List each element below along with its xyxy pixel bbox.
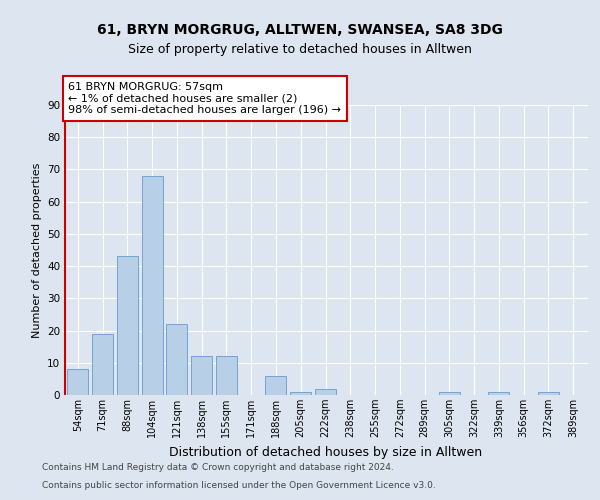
Bar [92,334,113,395]
Text: Contains public sector information licensed under the Open Government Licence v3: Contains public sector information licen… [42,481,436,490]
Bar [67,369,88,395]
Bar [117,256,138,395]
Bar [538,392,559,395]
Text: Contains HM Land Registry data © Crown copyright and database right 2024.: Contains HM Land Registry data © Crown c… [42,464,394,472]
Bar [191,356,212,395]
Y-axis label: Number of detached properties: Number of detached properties [32,162,41,338]
X-axis label: Distribution of detached houses by size in Alltwen: Distribution of detached houses by size … [169,446,482,458]
Bar [166,324,187,395]
Bar [439,392,460,395]
Bar [290,392,311,395]
Bar [265,376,286,395]
Bar [216,356,237,395]
Bar [142,176,163,395]
Text: 61 BRYN MORGRUG: 57sqm
← 1% of detached houses are smaller (2)
98% of semi-detac: 61 BRYN MORGRUG: 57sqm ← 1% of detached … [68,82,341,115]
Text: 61, BRYN MORGRUG, ALLTWEN, SWANSEA, SA8 3DG: 61, BRYN MORGRUG, ALLTWEN, SWANSEA, SA8 … [97,22,503,36]
Text: Size of property relative to detached houses in Alltwen: Size of property relative to detached ho… [128,42,472,56]
Bar [488,392,509,395]
Bar [315,388,336,395]
